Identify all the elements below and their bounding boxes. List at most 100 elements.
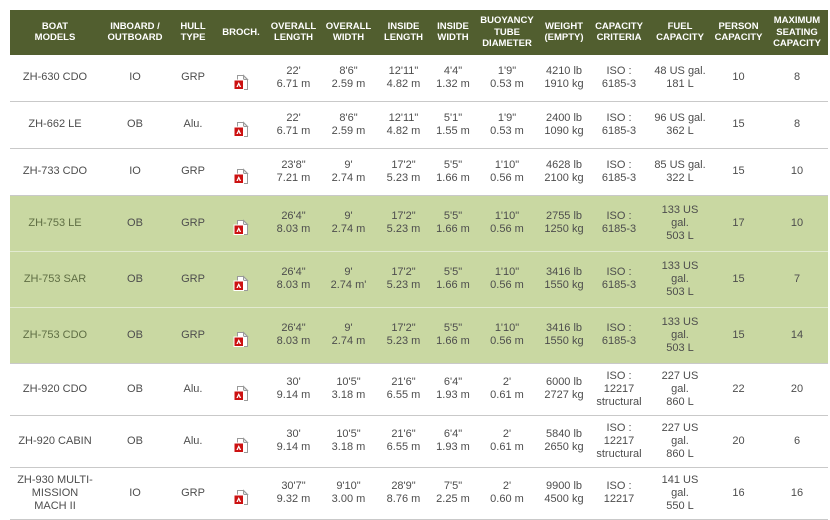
- maximum-seating-capacity-value: 10: [790, 165, 804, 177]
- column-header-weight-empty: WEIGHT (EMPTY): [539, 10, 589, 55]
- overall-length-cell: 22' 6.71 m: [266, 101, 321, 149]
- inboard-outboard-cell: OB: [100, 251, 170, 308]
- overall-length-value: 22' 6.71 m: [276, 64, 311, 90]
- inside-width-cell: 5'5" 1.66 m: [431, 195, 475, 252]
- inboard-outboard-value: IO: [129, 486, 141, 499]
- inside-width-value: 4'4" 1.32 m: [436, 64, 470, 90]
- overall-length-value: 30' 9.14 m: [276, 428, 311, 453]
- brochure-cell: [216, 415, 266, 468]
- buoyancy-tube-diameter-value: 1'10" 0.56 m: [490, 322, 524, 347]
- boat-model-cell: ZH-733 CDO: [10, 148, 100, 196]
- inside-width-cell: 5'5" 1.66 m: [431, 148, 475, 196]
- brochure-pdf-link[interactable]: [233, 120, 249, 138]
- overall-length-value: 26'4" 8.03 m: [276, 322, 311, 347]
- inside-width-cell: 7'5" 2.25 m: [431, 467, 475, 520]
- brochure-pdf-link[interactable]: [233, 437, 249, 454]
- person-capacity-value: 20: [732, 434, 745, 447]
- overall-length-cell: 30' 9.14 m: [266, 363, 321, 416]
- brochure-cell: [216, 195, 266, 252]
- overall-width-cell: 9' 2.74 m': [321, 251, 376, 308]
- weight-empty-value: 3416 lb 1550 kg: [544, 322, 584, 347]
- inboard-outboard-value: OB: [127, 272, 143, 285]
- column-header-boat-models: BOAT MODELS: [10, 10, 100, 55]
- capacity-criteria-value: ISO : 6185-3: [601, 64, 637, 90]
- boat-model-label: ZH-920 CABIN: [18, 434, 92, 447]
- capacity-criteria-cell: ISO : 12217: [589, 467, 649, 520]
- inboard-outboard-cell: IO: [100, 467, 170, 520]
- capacity-criteria-cell: ISO : 12217 structural: [589, 363, 649, 416]
- inside-width-value: 6'4" 1.93 m: [436, 428, 470, 453]
- inside-width-value: 7'5" 2.25 m: [436, 480, 470, 505]
- overall-width-value: 8'6" 2.59 m: [331, 64, 366, 90]
- boat-model-cell: ZH-920 CDO: [10, 363, 100, 416]
- inside-length-value: 17'2" 5.23 m: [386, 322, 421, 347]
- brochure-pdf-link[interactable]: [233, 331, 249, 348]
- boat-model-cell: ZH-753 CDO: [10, 307, 100, 364]
- column-header-fuel-capacity: FUEL CAPACITY: [649, 10, 711, 55]
- buoyancy-tube-diameter-value: 2' 0.61 m: [490, 428, 524, 453]
- inside-length-value: 12'11" 4.82 m: [386, 111, 421, 137]
- inside-length-cell: 17'2" 5.23 m: [376, 251, 431, 308]
- inboard-outboard-cell: OB: [100, 363, 170, 416]
- inside-length-cell: 17'2" 5.23 m: [376, 307, 431, 364]
- inside-length-value: 28'9" 8.76 m: [386, 480, 421, 505]
- weight-empty-value: 4628 lb 2100 kg: [544, 158, 584, 184]
- brochure-pdf-link[interactable]: [233, 489, 249, 506]
- person-capacity-value: 22: [732, 382, 745, 395]
- buoyancy-tube-diameter-value: 1'10" 0.56 m: [490, 158, 524, 184]
- fuel-capacity-value: 227 US gal. 860 L: [661, 369, 699, 408]
- boat-model-cell: ZH-930 MULTI- MISSION MACH II: [10, 467, 100, 520]
- overall-width-cell: 9'10" 3.00 m: [321, 467, 376, 520]
- maximum-seating-capacity-cell: 8: [766, 54, 828, 102]
- hull-type-value: GRP: [181, 328, 205, 341]
- weight-empty-value: 2755 lb 1250 kg: [544, 210, 584, 235]
- person-capacity-cell: 15: [711, 251, 766, 308]
- buoyancy-tube-diameter-cell: 2' 0.60 m: [475, 467, 539, 520]
- hull-type-cell: GRP: [170, 307, 216, 364]
- brochure-pdf-link[interactable]: [233, 73, 249, 91]
- brochure-pdf-link[interactable]: [233, 385, 249, 402]
- overall-width-cell: 9' 2.74 m: [321, 195, 376, 252]
- inside-length-cell: 12'11" 4.82 m: [376, 101, 431, 149]
- inboard-outboard-value: OB: [127, 328, 143, 341]
- table-row: ZH-753 SAR OB GRP 26'4" 8.03 m 9' 2.74 m…: [10, 251, 828, 308]
- brochure-pdf-link[interactable]: [233, 275, 249, 292]
- column-header-overall-width: OVERALL WIDTH: [321, 10, 376, 55]
- boat-model-label: ZH-920 CDO: [22, 382, 88, 395]
- pdf-icon: [233, 120, 249, 137]
- fuel-capacity-value: 227 US gal. 860 L: [661, 421, 699, 460]
- inside-width-value: 5'5" 1.66 m: [436, 322, 470, 347]
- fuel-capacity-cell: 48 US gal. 181 L: [649, 54, 711, 102]
- inside-width-cell: 5'1" 1.55 m: [431, 101, 475, 149]
- overall-length-value: 26'4" 8.03 m: [276, 266, 311, 291]
- table-row: ZH-733 CDO IO GRP 23'8" 7.21 m 9' 2.74 m…: [10, 148, 828, 196]
- person-capacity-cell: 16: [711, 467, 766, 520]
- weight-empty-cell: 9900 lb 4500 kg: [539, 467, 589, 520]
- inside-length-value: 12'11" 4.82 m: [386, 64, 421, 90]
- weight-empty-cell: 4628 lb 2100 kg: [539, 148, 589, 196]
- fuel-capacity-cell: 227 US gal. 860 L: [649, 415, 711, 468]
- brochure-pdf-link[interactable]: [233, 167, 249, 185]
- column-header-person-capacity: PERSON CAPACITY: [711, 10, 766, 55]
- brochure-cell: [216, 307, 266, 364]
- maximum-seating-capacity-value: 8: [793, 118, 801, 130]
- inboard-outboard-value: IO: [129, 165, 141, 177]
- hull-type-value: GRP: [181, 165, 205, 177]
- brochure-pdf-link[interactable]: [233, 219, 249, 236]
- overall-width-value: 10'5" 3.18 m: [331, 376, 366, 401]
- overall-width-cell: 9' 2.74 m: [321, 148, 376, 196]
- maximum-seating-capacity-cell: 7: [766, 251, 828, 308]
- overall-length-cell: 26'4" 8.03 m: [266, 195, 321, 252]
- table-row: ZH-753 LE OB GRP 26'4" 8.03 m 9' 2.74 m …: [10, 195, 828, 252]
- inside-length-cell: 28'9" 8.76 m: [376, 467, 431, 520]
- person-capacity-cell: 15: [711, 307, 766, 364]
- inboard-outboard-value: OB: [127, 118, 143, 130]
- fuel-capacity-value: 133 US gal. 503 L: [661, 259, 699, 298]
- boat-model-label: ZH-630 CDO: [22, 71, 88, 83]
- boat-model-label: ZH-753 CDO: [22, 328, 88, 341]
- maximum-seating-capacity-cell: 16: [766, 467, 828, 520]
- buoyancy-tube-diameter-cell: 1'9" 0.53 m: [475, 101, 539, 149]
- maximum-seating-capacity-value: 7: [793, 272, 801, 285]
- person-capacity-value: 15: [732, 165, 745, 177]
